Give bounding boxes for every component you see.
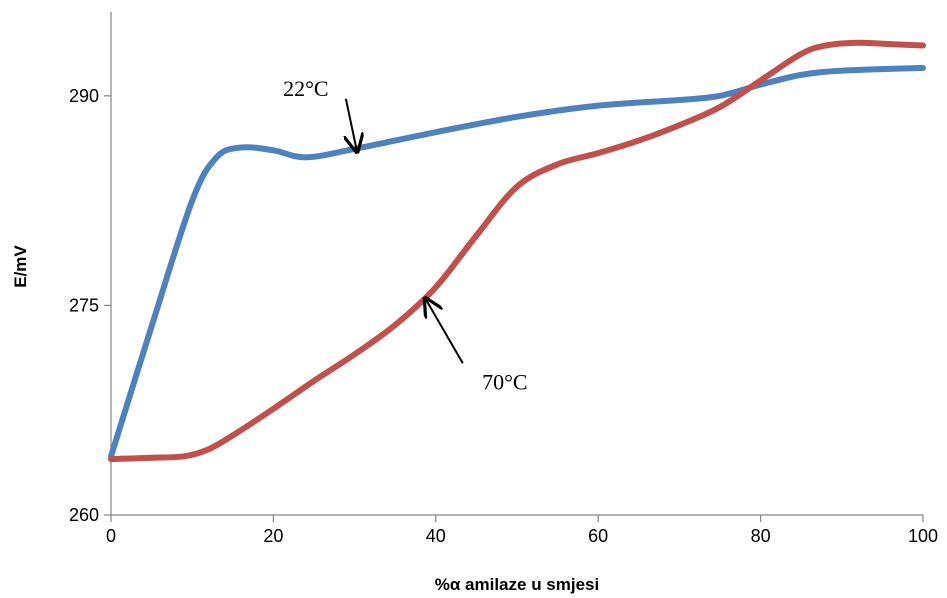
series-line-1 xyxy=(108,64,926,460)
y-axis-title: E/mV xyxy=(11,245,30,288)
x-tick-label: 40 xyxy=(426,526,446,546)
x-axis-title: %α amilaze u smjesi xyxy=(435,575,599,594)
y-tick-label: 290 xyxy=(69,86,99,106)
x-tick-label: 60 xyxy=(588,526,608,546)
annotation-label-1: 22°C xyxy=(283,76,328,101)
x-tick-label: 20 xyxy=(263,526,283,546)
y-tick-label: 275 xyxy=(69,295,99,315)
x-tick-label: 0 xyxy=(106,526,116,546)
y-tick-label: 260 xyxy=(69,505,99,525)
ticks: 0 20 40 60 80 100 260 275 290 xyxy=(69,86,938,546)
axes xyxy=(110,12,923,516)
x-tick-label: 80 xyxy=(751,526,771,546)
annotation-label-2: 70°C xyxy=(482,369,527,394)
x-tick-label: 100 xyxy=(908,526,938,546)
series-layer xyxy=(108,39,926,463)
annotations: 22°C 70°C xyxy=(283,76,527,394)
series-line-2 xyxy=(108,39,926,463)
annotation-arrow-1 xyxy=(346,98,357,152)
annotation-arrow-2 xyxy=(425,298,464,364)
